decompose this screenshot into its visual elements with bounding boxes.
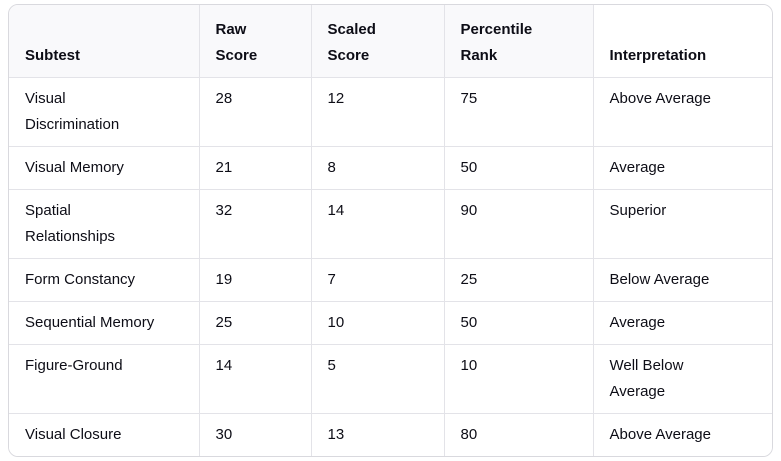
scaled-score-value: 5 [327, 357, 336, 374]
raw-score-value: 21 [215, 159, 233, 176]
column-header-scaled-score: Scaled Score [311, 5, 445, 78]
subtest-cell: Spatial Relationships [9, 189, 200, 259]
interpretation-value: Above Average [609, 90, 711, 107]
raw-score-cell: 25 [199, 301, 312, 345]
raw-score-value: 14 [215, 357, 233, 374]
column-header-interpretation: Interpretation [593, 5, 772, 78]
scaled-score-cell: 13 [311, 413, 445, 456]
raw-score-cell: 28 [199, 77, 312, 147]
scaled-score-cell: 14 [311, 189, 445, 259]
percentile-rank-value: 90 [460, 202, 478, 219]
scaled-score-value: 12 [327, 90, 345, 107]
raw-score-cell: 14 [199, 344, 312, 414]
raw-score-value: 32 [215, 202, 233, 219]
column-header-label: Raw Score [215, 21, 258, 64]
scaled-score-cell: 10 [311, 301, 445, 345]
column-header-label: Percentile Rank [460, 21, 533, 64]
scaled-score-cell: 7 [311, 258, 445, 302]
subtest-cell: Sequential Memory [9, 301, 200, 345]
table-row: Visual Discrimination 28 12 75 Above Ave… [9, 77, 772, 147]
column-header-label: Subtest [25, 47, 81, 64]
raw-score-cell: 32 [199, 189, 312, 259]
percentile-rank-cell: 50 [444, 301, 594, 345]
raw-score-value: 19 [215, 271, 233, 288]
percentile-rank-cell: 50 [444, 146, 594, 190]
subtest-cell: Visual Discrimination [9, 77, 200, 147]
scaled-score-cell: 5 [311, 344, 445, 414]
subtest-value: Spatial Relationships [25, 202, 116, 245]
table-row: Sequential Memory 25 10 50 Average [9, 301, 772, 345]
percentile-rank-cell: 10 [444, 344, 594, 414]
percentile-rank-value: 50 [460, 159, 478, 176]
table-row: Figure-Ground 14 5 10 Well Below Average [9, 344, 772, 414]
scaled-score-value: 8 [327, 159, 336, 176]
scaled-score-value: 10 [327, 314, 345, 331]
raw-score-value: 30 [215, 426, 233, 443]
subtest-value: Visual Discrimination [25, 90, 120, 133]
column-header-label: Scaled Score [327, 21, 376, 64]
interpretation-cell: Above Average [593, 413, 772, 456]
subtest-cell: Form Constancy [9, 258, 200, 302]
interpretation-value: Average [609, 314, 666, 331]
percentile-rank-cell: 90 [444, 189, 594, 259]
raw-score-cell: 19 [199, 258, 312, 302]
scaled-score-cell: 8 [311, 146, 445, 190]
interpretation-cell: Above Average [593, 77, 772, 147]
subtest-cell: Visual Closure [9, 413, 200, 456]
interpretation-value: Well Below Average [609, 357, 684, 400]
header-row: Subtest Raw Score Scaled Score Percentil… [9, 5, 772, 78]
table-row: Visual Memory 21 8 50 Average [9, 146, 772, 190]
column-header-percentile-rank: Percentile Rank [444, 5, 594, 78]
percentile-rank-value: 75 [460, 90, 478, 107]
percentile-rank-value: 80 [460, 426, 478, 443]
subtest-value: Visual Closure [25, 426, 122, 443]
subtest-value: Sequential Memory [25, 314, 155, 331]
subtest-value: Form Constancy [25, 271, 136, 288]
assessment-table-card: Subtest Raw Score Scaled Score Percentil… [8, 4, 773, 457]
raw-score-cell: 21 [199, 146, 312, 190]
raw-score-value: 25 [215, 314, 233, 331]
scaled-score-cell: 12 [311, 77, 445, 147]
percentile-rank-cell: 25 [444, 258, 594, 302]
subtest-value: Visual Memory [25, 159, 124, 176]
scaled-score-value: 14 [327, 202, 345, 219]
scaled-score-value: 13 [327, 426, 345, 443]
interpretation-value: Superior [609, 202, 667, 219]
subtest-value: Figure-Ground [25, 357, 123, 374]
percentile-rank-value: 25 [460, 271, 478, 288]
table-row: Spatial Relationships 32 14 90 Superior [9, 189, 772, 259]
interpretation-value: Below Average [609, 271, 710, 288]
raw-score-value: 28 [215, 90, 233, 107]
interpretation-cell: Superior [593, 189, 772, 259]
percentile-rank-cell: 80 [444, 413, 594, 456]
interpretation-value: Above Average [609, 426, 711, 443]
subtest-cell: Figure-Ground [9, 344, 200, 414]
percentile-rank-value: 50 [460, 314, 478, 331]
raw-score-cell: 30 [199, 413, 312, 456]
column-header-label: Interpretation [609, 47, 707, 64]
column-header-raw-score: Raw Score [199, 5, 312, 78]
subtest-cell: Visual Memory [9, 146, 200, 190]
interpretation-value: Average [609, 159, 666, 176]
scaled-score-value: 7 [327, 271, 336, 288]
percentile-rank-value: 10 [460, 357, 478, 374]
table-row: Visual Closure 30 13 80 Above Average [9, 413, 772, 456]
interpretation-cell: Average [593, 301, 772, 345]
subtest-results-table: Subtest Raw Score Scaled Score Percentil… [9, 5, 772, 456]
percentile-rank-cell: 75 [444, 77, 594, 147]
table-row: Form Constancy 19 7 25 Below Average [9, 258, 772, 302]
column-header-subtest: Subtest [9, 5, 200, 78]
interpretation-cell: Well Below Average [593, 344, 772, 414]
interpretation-cell: Average [593, 146, 772, 190]
interpretation-cell: Below Average [593, 258, 772, 302]
